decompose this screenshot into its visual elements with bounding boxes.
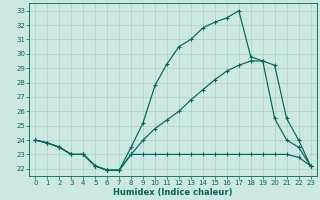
X-axis label: Humidex (Indice chaleur): Humidex (Indice chaleur) <box>113 188 233 197</box>
